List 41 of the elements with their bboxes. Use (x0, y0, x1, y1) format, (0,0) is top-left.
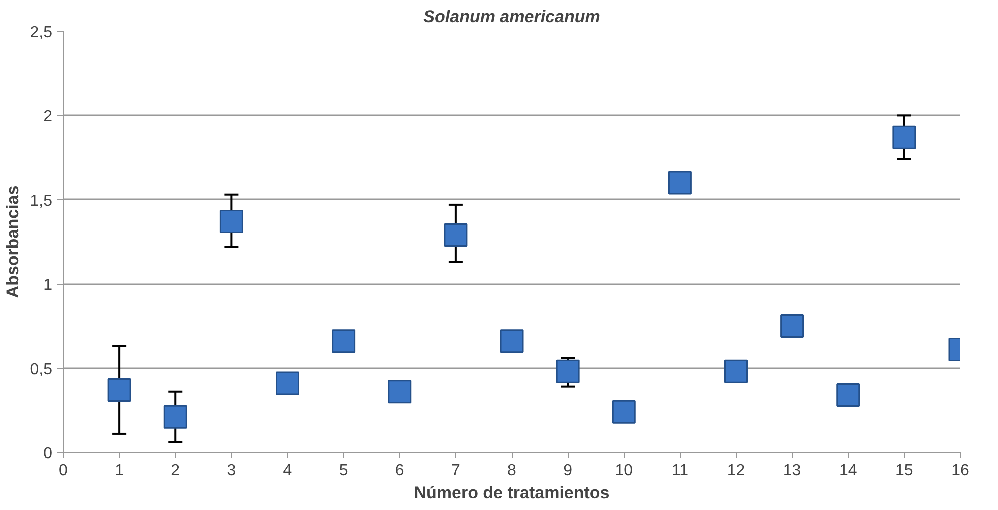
point (556, 360, 580, 384)
x-tick-label: 7 (451, 462, 460, 480)
point (332, 330, 356, 354)
point (612, 400, 636, 424)
point (164, 405, 188, 429)
point (276, 372, 300, 396)
point (892, 126, 916, 150)
y-axis-title: Absorbancias (3, 186, 22, 298)
x-tick-label: 15 (896, 462, 914, 480)
x-tick-label: 2 (171, 462, 180, 480)
point (724, 360, 748, 384)
point (836, 383, 860, 407)
x-tick-label: 9 (564, 462, 573, 480)
point (220, 210, 244, 234)
x-tick-label: 16 (952, 462, 970, 480)
y-tick-label: 2,5 (30, 24, 53, 42)
point (108, 378, 132, 402)
y-tick-label: 1,5 (30, 192, 53, 210)
point (668, 171, 692, 195)
x-tick-label: 12 (727, 462, 746, 480)
chart-title: Solanum americanum (424, 8, 600, 26)
x-tick-label: 10 (615, 462, 634, 480)
point (444, 224, 468, 248)
x-tick-label: 5 (339, 462, 348, 480)
y-tick-label: 1 (44, 277, 53, 294)
point (780, 314, 804, 338)
x-tick-label: 8 (508, 462, 517, 480)
point (388, 380, 412, 404)
x-tick-label: 3 (227, 462, 236, 480)
y-tick-label: 0 (44, 446, 53, 462)
point (500, 330, 524, 354)
x-tick-label: 6 (395, 462, 404, 480)
x-tick-label: 0 (59, 462, 68, 480)
y-tick-label: 2 (44, 108, 53, 126)
x-axis-title: Número de tratamientos (414, 484, 610, 502)
x-tick-label: 14 (839, 462, 858, 480)
x-tick-label: 13 (783, 462, 802, 480)
x-tick-label: 4 (283, 462, 292, 480)
x-tick-label: 11 (672, 462, 689, 480)
x-tick-label: 1 (115, 462, 124, 480)
y-tick-label: 0,5 (30, 361, 53, 378)
